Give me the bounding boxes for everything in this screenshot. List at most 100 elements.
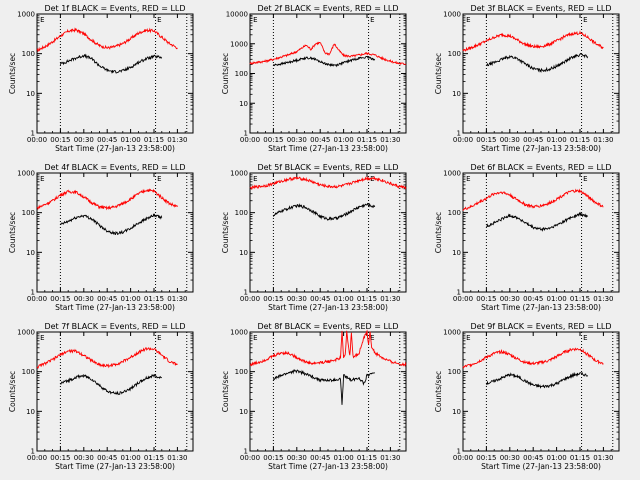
x-tick-label: 00:45: [523, 136, 543, 144]
x-tick-label: 01:00: [334, 136, 354, 144]
x-tick-label: 01:00: [121, 136, 141, 144]
x-tick-label: 01:30: [167, 136, 187, 144]
event-marker-label: E: [40, 16, 44, 24]
panel-4f: Det 4f BLACK = Events, RED = LLD 1 10 100 10…: [8, 163, 194, 312]
event-marker-label: E: [253, 175, 257, 183]
y-tick-label: 100: [235, 70, 248, 78]
x-tick-label: 01:00: [334, 454, 354, 462]
y-tick-label: 1000: [443, 170, 461, 178]
y-tick-label: 100: [448, 209, 461, 217]
panel-title: Det 7f BLACK = Events, RED = LLD: [44, 322, 185, 331]
event-marker-label: E: [466, 16, 470, 24]
y-tick-label: 1000: [230, 40, 248, 48]
y-tick-label: 1: [31, 130, 35, 138]
plot-frame: [36, 172, 194, 293]
x-tick-label: 01:30: [380, 454, 400, 462]
x-tick-label: 01:00: [334, 295, 354, 303]
panel-7f: Det 7f BLACK = Events, RED = LLD 1 10 100 10…: [8, 322, 194, 471]
x-tick-label: 00:15: [50, 295, 70, 303]
event-marker-label: E: [157, 16, 161, 24]
x-tick-label: 00:30: [500, 454, 520, 462]
y-tick-label: 10: [239, 408, 248, 416]
series-black-events: [272, 202, 376, 221]
series-black-events: [486, 371, 589, 389]
x-tick-label: 01:30: [593, 136, 613, 144]
x-tick-label: 00:45: [310, 454, 330, 462]
x-tick-label: 00:00: [27, 136, 47, 144]
series-red-lld: [36, 188, 178, 211]
x-tick-label: 00:45: [97, 295, 117, 303]
y-axis-label: Counts/sec: [434, 371, 443, 412]
plot-frame: [462, 13, 620, 134]
series-black-events: [272, 369, 376, 405]
x-tick-label: 00:15: [476, 136, 496, 144]
x-tick-label: 00:30: [74, 295, 94, 303]
series-black-events: [60, 213, 163, 236]
x-tick-label: 00:45: [97, 454, 117, 462]
series-red-lld: [36, 347, 178, 369]
y-tick-label: 1: [244, 130, 248, 138]
x-tick-label: 00:00: [27, 295, 47, 303]
y-tick-label: 1000: [443, 329, 461, 337]
panel-2f: Det 2f BLACK = Events, RED = LLD 1 10 100 10…: [221, 4, 407, 153]
panel-3f: Det 3f BLACK = Events, RED = LLD 1 10 100 10…: [434, 4, 620, 153]
x-tick-label: 00:15: [50, 454, 70, 462]
y-tick-label: 100: [235, 368, 248, 376]
y-tick-label: 1: [457, 130, 461, 138]
x-tick-label: 01:15: [357, 136, 377, 144]
x-tick-label: 01:15: [357, 454, 377, 462]
plot-frame: [36, 331, 194, 452]
y-axis-label: Counts/sec: [8, 53, 17, 94]
event-marker-label: E: [253, 16, 257, 24]
y-tick-label: 100: [22, 368, 35, 376]
x-tick-label: 00:15: [50, 136, 70, 144]
x-tick-label: 00:15: [476, 295, 496, 303]
panel-title: Det 9f BLACK = Events, RED = LLD: [470, 322, 611, 331]
event-marker-label: E: [370, 175, 374, 183]
panel-1f: Det 1f BLACK = Events, RED = LLD 1 10 100 10…: [8, 4, 194, 153]
x-tick-label: 00:00: [240, 136, 260, 144]
y-tick-label: 10: [26, 90, 35, 98]
series-red-lld: [462, 188, 604, 211]
x-tick-label: 00:45: [310, 295, 330, 303]
x-axis-label: Start Time (27-Jan-13 23:58:00): [268, 303, 388, 312]
x-tick-label: 01:30: [593, 295, 613, 303]
y-tick-label: 10000: [226, 11, 248, 19]
x-tick-label: 01:00: [547, 136, 567, 144]
panel-title: Det 8f BLACK = Events, RED = LLD: [257, 322, 398, 331]
panel-6f: Det 6f BLACK = Events, RED = LLD 1 10 100 10…: [434, 163, 620, 312]
y-tick-label: 100: [235, 209, 248, 217]
y-tick-label: 100: [22, 50, 35, 58]
x-tick-label: 01:15: [570, 295, 590, 303]
y-tick-label: 10: [26, 408, 35, 416]
series-black-events: [486, 52, 589, 74]
y-tick-label: 1: [457, 448, 461, 456]
event-marker-label: E: [583, 16, 587, 24]
x-tick-label: 00:30: [287, 295, 307, 303]
series-black-events: [273, 55, 376, 68]
x-tick-label: 01:15: [144, 295, 164, 303]
x-tick-label: 00:00: [240, 295, 260, 303]
x-tick-label: 00:00: [453, 136, 473, 144]
y-tick-label: 1: [31, 448, 35, 456]
y-axis-label: Counts/sec: [434, 212, 443, 253]
y-tick-label: 10: [239, 249, 248, 257]
panel-title: Det 1f BLACK = Events, RED = LLD: [44, 4, 185, 13]
series-red-lld: [36, 27, 178, 53]
x-tick-label: 00:00: [240, 454, 260, 462]
panel-8f: Det 8f BLACK = Events, RED = LLD 1 10 100 10…: [221, 322, 407, 471]
y-axis-label: Counts/sec: [434, 53, 443, 94]
y-axis-label: Counts/sec: [221, 212, 230, 253]
series-red-lld: [249, 41, 407, 66]
series-red-lld: [249, 329, 407, 367]
x-tick-label: 00:15: [476, 454, 496, 462]
y-tick-label: 1: [31, 289, 35, 297]
plot-frame: [462, 172, 620, 293]
plot-frame: [249, 331, 407, 452]
y-tick-label: 1000: [17, 11, 35, 19]
x-tick-label: 01:15: [144, 136, 164, 144]
panel-9f: Det 9f BLACK = Events, RED = LLD 1 10 100 10…: [434, 322, 620, 471]
panel-title: Det 5f BLACK = Events, RED = LLD: [257, 163, 398, 172]
y-axis-label: Counts/sec: [8, 371, 17, 412]
